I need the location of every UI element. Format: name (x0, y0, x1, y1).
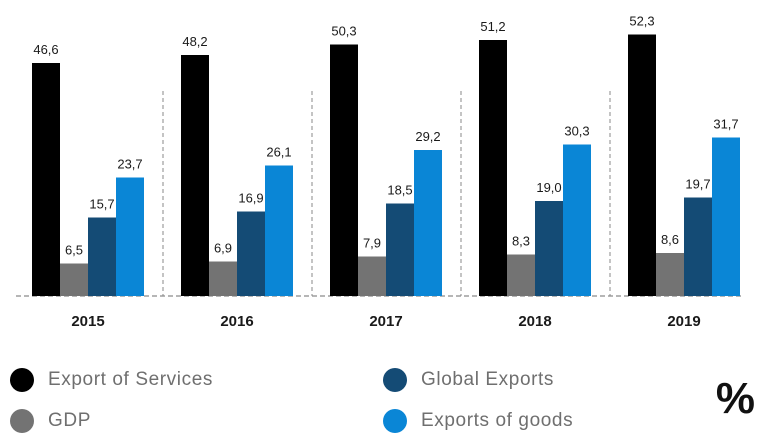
data-label: 7,9 (363, 236, 381, 251)
bar (209, 261, 237, 296)
data-label: 6,5 (65, 243, 83, 258)
data-label: 19,7 (685, 177, 710, 192)
legend-label: Global Exports (421, 369, 555, 390)
bar (88, 217, 116, 296)
bar (358, 256, 386, 296)
data-label: 46,6 (33, 42, 58, 57)
data-label: 16,9 (238, 191, 263, 206)
bar (386, 203, 414, 296)
bar (60, 263, 88, 296)
x-tick-label: 2016 (220, 313, 253, 330)
bar (32, 63, 60, 296)
data-label: 23,7 (117, 157, 142, 172)
legend-label: GDP (48, 410, 91, 431)
bar (628, 34, 656, 296)
bar (479, 40, 507, 296)
legend-swatch-icon (10, 368, 34, 392)
bar (116, 177, 144, 296)
bar (507, 254, 535, 296)
data-label: 29,2 (415, 129, 440, 144)
bar (237, 211, 265, 296)
data-label: 31,7 (713, 117, 738, 132)
data-label: 51,2 (480, 19, 505, 34)
legend-item-gdp: GDP (10, 409, 91, 433)
legend-swatch-icon (383, 409, 407, 433)
data-label: 50,3 (331, 24, 356, 39)
data-label: 18,5 (387, 183, 412, 198)
bar (330, 44, 358, 296)
data-label: 8,6 (661, 232, 679, 247)
data-label: 6,9 (214, 241, 232, 256)
x-tick-label: 2019 (667, 313, 700, 330)
data-label: 48,2 (182, 34, 207, 49)
legend-swatch-icon (10, 409, 34, 433)
legend-swatch-icon (383, 368, 407, 392)
legend-item-exports-of-goods: Exports of goods (383, 409, 573, 433)
bar (265, 165, 293, 296)
legend-label: Export of Services (48, 369, 213, 390)
data-label: 8,3 (512, 234, 530, 249)
data-label: 15,7 (89, 197, 114, 212)
unit-label: % (715, 374, 755, 423)
bar (656, 253, 684, 296)
data-label: 19,0 (536, 180, 561, 195)
bar (712, 137, 740, 296)
data-label: 30,3 (564, 124, 589, 139)
x-tick-label: 2015 (71, 313, 104, 330)
x-tick-label: 2018 (518, 313, 551, 330)
bar (684, 197, 712, 296)
data-label: 52,3 (629, 14, 654, 29)
bar (181, 55, 209, 296)
legend-item-global-exports: Global Exports (383, 368, 554, 392)
bar (414, 150, 442, 296)
data-label: 26,1 (266, 145, 291, 160)
bar (535, 201, 563, 296)
legend-label: Exports of goods (421, 410, 574, 431)
bar (563, 144, 591, 296)
x-tick-label: 2017 (369, 313, 402, 330)
legend-item-export-of-services: Export of Services (10, 368, 213, 392)
